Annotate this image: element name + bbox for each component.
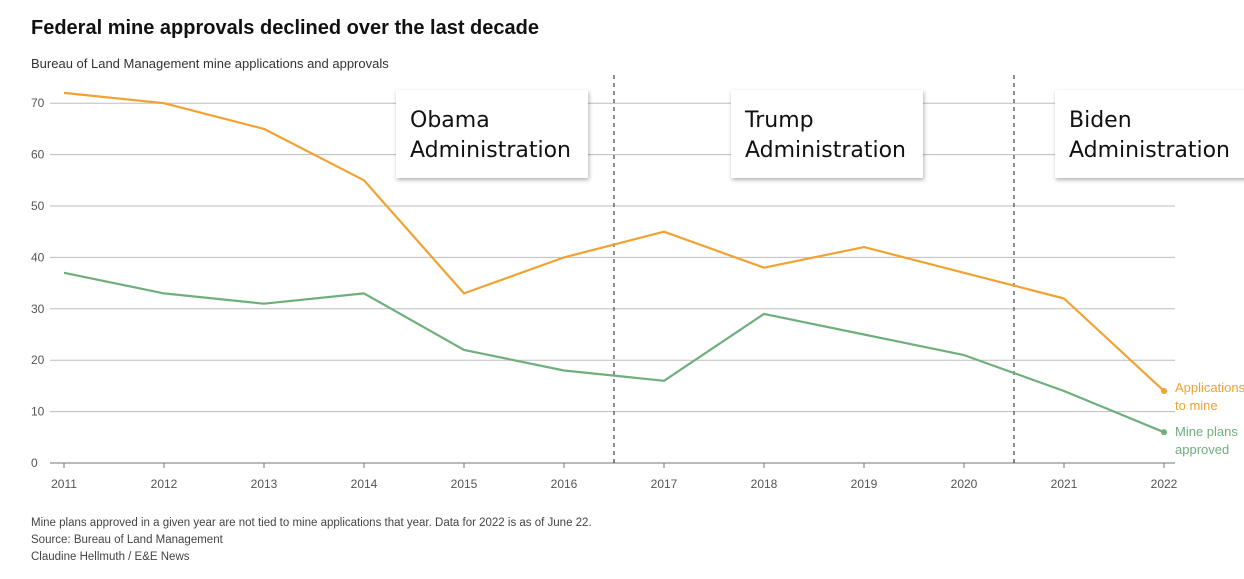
y-tick-label: 60 xyxy=(31,148,45,162)
series-label: approved xyxy=(1175,442,1229,457)
x-tick-label: 2011 xyxy=(51,477,77,491)
x-tick-label: 2021 xyxy=(1051,477,1078,491)
administration-label: Biden Administration xyxy=(1055,90,1244,178)
x-tick-label: 2019 xyxy=(851,477,878,491)
x-tick-label: 2016 xyxy=(551,477,578,491)
chart-subtitle: Bureau of Land Management mine applicati… xyxy=(31,56,389,71)
administration-label-text: Administration xyxy=(1069,138,1230,163)
series-lines xyxy=(63,91,1167,436)
y-tick-label: 0 xyxy=(31,456,38,470)
x-tick-label: 2022 xyxy=(1151,477,1178,491)
series-line xyxy=(63,91,1165,392)
administration-label-text: Obama xyxy=(410,108,490,133)
administration-label: Obama Administration xyxy=(396,90,588,178)
y-tick-label: 10 xyxy=(31,405,45,419)
administration-label-box xyxy=(396,90,588,178)
administration-label-box xyxy=(1055,90,1244,178)
x-tick-label: 2013 xyxy=(251,477,278,491)
x-tick-label: 2015 xyxy=(451,477,478,491)
series-end-point xyxy=(1161,388,1167,395)
series-labels: Applications to mine Mine plans approved xyxy=(1175,380,1244,457)
administration-label: Trump Administration xyxy=(731,90,923,178)
administration-label-box xyxy=(731,90,923,178)
series-label: to mine xyxy=(1175,398,1218,413)
y-axis: 0 10 20 30 40 50 60 70 xyxy=(31,96,45,470)
series-line xyxy=(63,271,1165,434)
footer-credit: Claudine Hellmuth / E&E News xyxy=(31,551,190,563)
x-tick-label: 2018 xyxy=(751,477,778,491)
x-tick-label: 2020 xyxy=(951,477,978,491)
x-tick-label: 2014 xyxy=(351,477,378,491)
y-tick-label: 70 xyxy=(31,96,45,110)
y-tick-label: 40 xyxy=(31,250,45,264)
y-tick-label: 20 xyxy=(31,353,45,367)
administration-label-text: Biden xyxy=(1069,108,1132,133)
chart-footer: Mine plans approved in a given year are … xyxy=(31,515,592,566)
administration-label-text: Administration xyxy=(410,138,571,163)
chart-title: Federal mine approvals declined over the… xyxy=(31,17,539,39)
x-tick-label: 2017 xyxy=(651,477,678,491)
footer-source: Source: Bureau of Land Management xyxy=(31,534,223,546)
administration-label-text: Trump xyxy=(744,108,814,133)
y-tick-label: 50 xyxy=(31,199,45,213)
series-end-point xyxy=(1161,429,1167,436)
footer-note: Mine plans approved in a given year are … xyxy=(31,517,592,529)
administration-labels: ObamaAdministrationTrumpAdministrationBi… xyxy=(396,90,1244,178)
series-label: Mine plans xyxy=(1175,424,1238,439)
y-tick-label: 30 xyxy=(31,302,45,316)
series-label: Applications xyxy=(1175,380,1244,395)
gridlines xyxy=(50,102,1175,464)
x-axis: 2011 2012 2013 2014 2015 2016 2017 2018 2019 2020… xyxy=(51,463,1178,491)
administration-dividers xyxy=(613,75,1015,463)
x-tick-label: 2012 xyxy=(151,477,178,491)
administration-label-text: Administration xyxy=(745,138,906,163)
